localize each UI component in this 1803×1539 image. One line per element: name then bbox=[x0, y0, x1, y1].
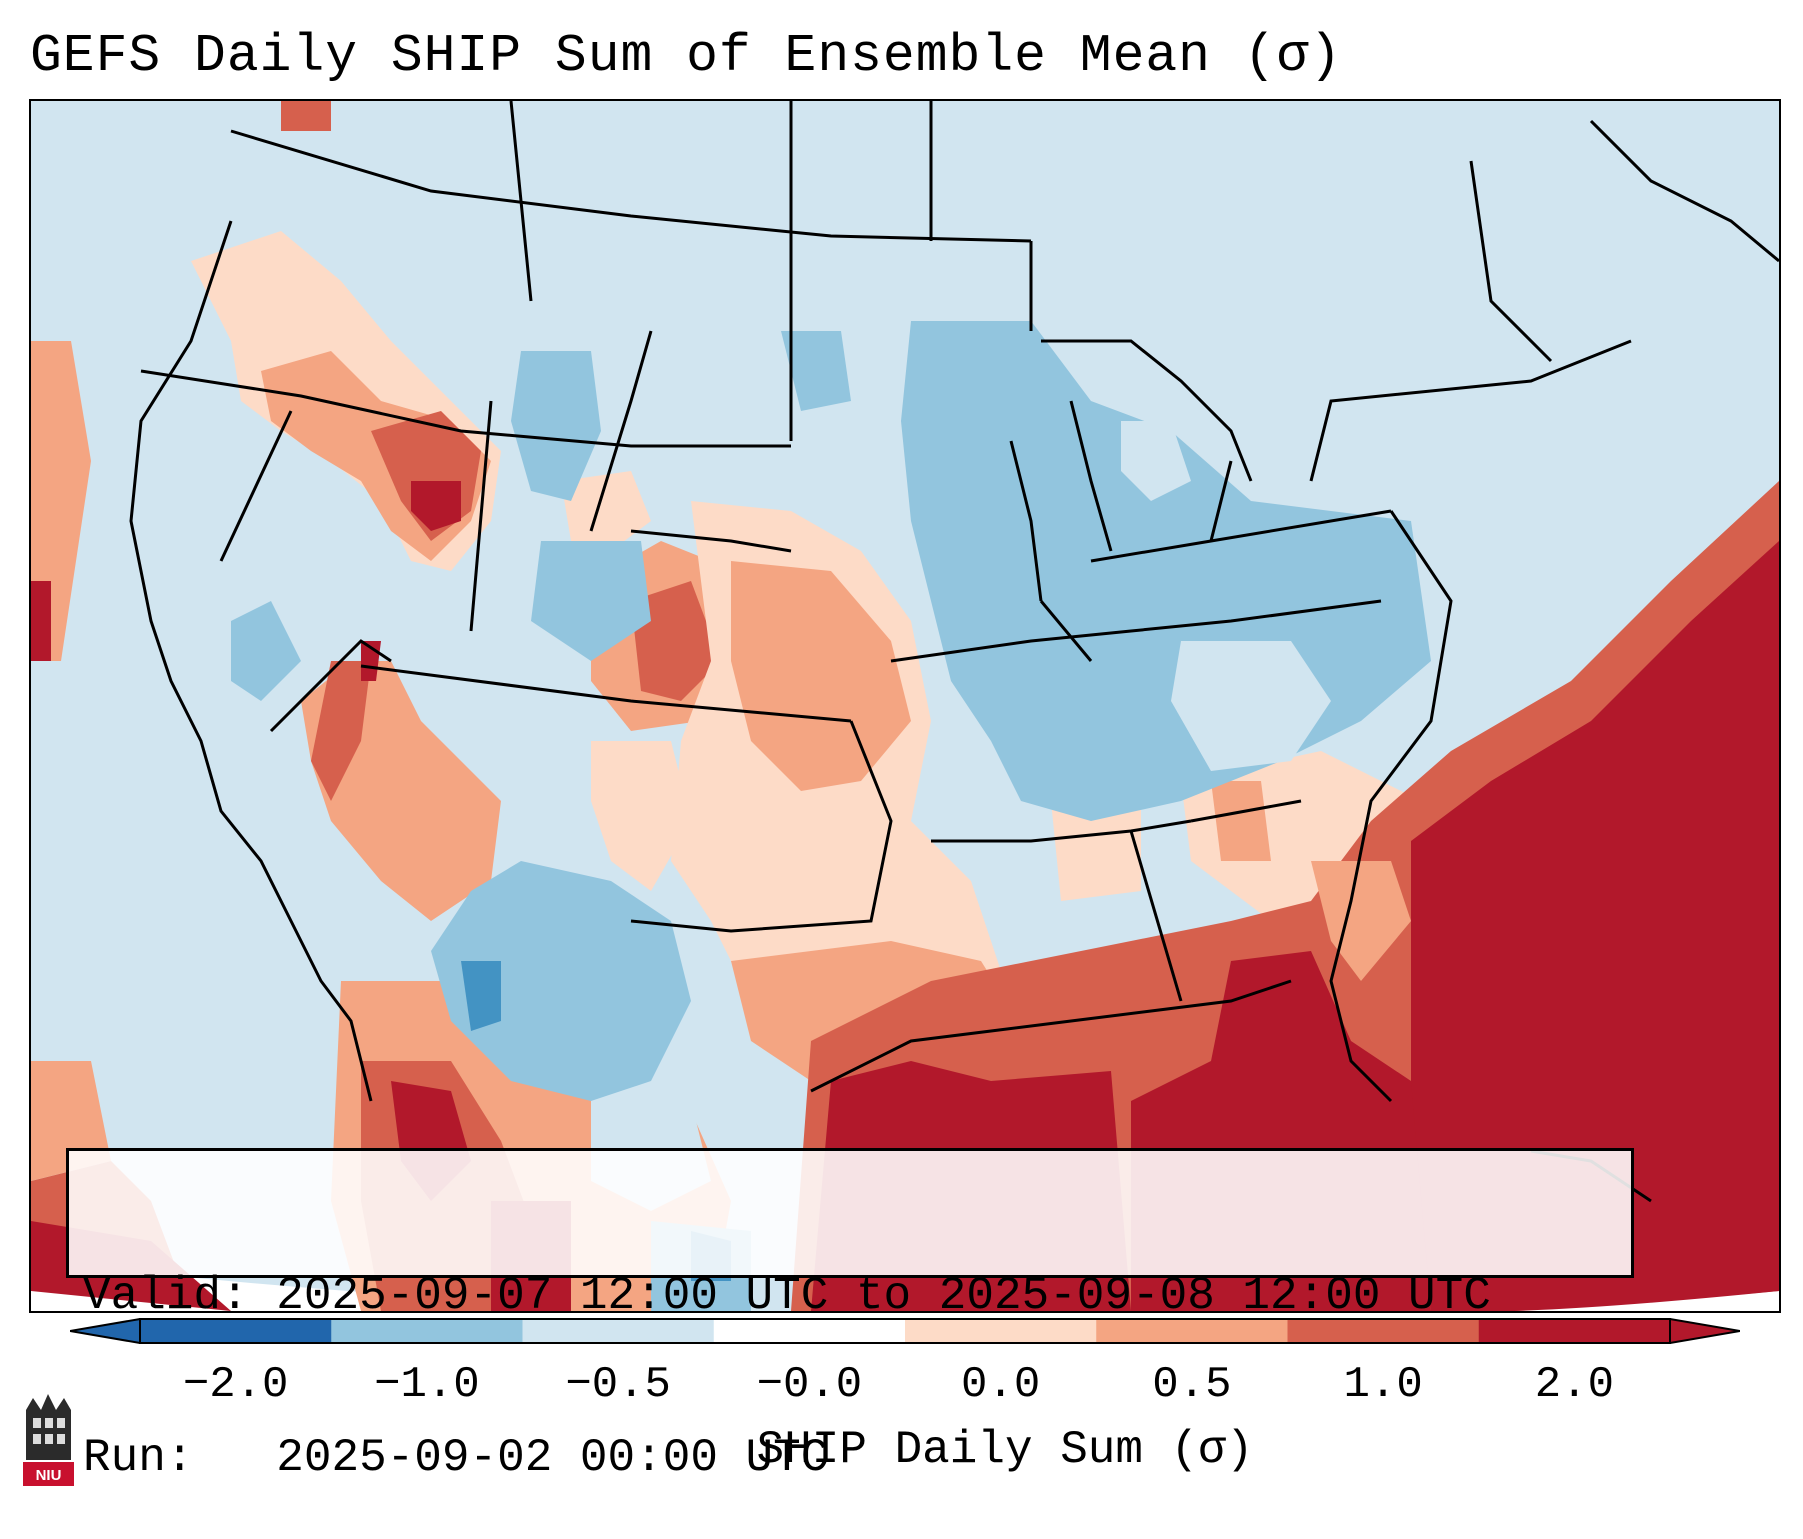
colorbar-tick-label: −0.0 bbox=[756, 1360, 863, 1410]
colorbar-tick-label: −0.5 bbox=[565, 1360, 671, 1410]
colorbar-outline bbox=[139, 1318, 1671, 1344]
anomaly-texas-cool bbox=[431, 861, 691, 1101]
boundaries bbox=[129, 101, 1779, 1203]
niu-logo: NIU bbox=[23, 1394, 74, 1486]
colorbar-segment bbox=[331, 1319, 523, 1343]
colorbar-segment bbox=[522, 1319, 715, 1343]
run-line: Run: 2025-09-02 00:00 UTC bbox=[83, 1431, 1631, 1485]
valid-run-info-box: Valid: 2025-09-07 12:00 UTC to 2025-09-0… bbox=[66, 1148, 1634, 1484]
run-value: 2025-09-02 00:00 UTC bbox=[276, 1432, 829, 1484]
colorbar-tick-label: −1.0 bbox=[374, 1360, 480, 1410]
colorbar-tick-label: 2.0 bbox=[1534, 1360, 1614, 1410]
colorbar-tick-label: 0.5 bbox=[1152, 1360, 1232, 1410]
map-canvas bbox=[31, 101, 1779, 1311]
colorbar-segment bbox=[1287, 1319, 1480, 1343]
colorbar-segment bbox=[140, 1319, 332, 1343]
colorbar-extend-low bbox=[70, 1318, 141, 1344]
chart-title: GEFS Daily SHIP Sum of Ensemble Mean (σ) bbox=[30, 26, 1343, 86]
colorbar-tick-label: 1.0 bbox=[1343, 1360, 1423, 1410]
valid-value: 2025-09-07 12:00 UTC to 2025-09-08 12:00… bbox=[276, 1270, 1491, 1322]
map-panel bbox=[29, 99, 1781, 1313]
valid-label: Valid: bbox=[83, 1270, 249, 1322]
colorbar-tick-label: 0.0 bbox=[961, 1360, 1041, 1410]
colorbar-segment bbox=[1096, 1319, 1288, 1343]
colorbar-tick-label: −2.0 bbox=[182, 1360, 289, 1410]
colorbar-segment bbox=[713, 1319, 906, 1343]
run-label: Run: bbox=[83, 1432, 194, 1484]
colorbar-segment bbox=[1478, 1319, 1671, 1343]
colorbar-extend-high bbox=[1669, 1318, 1740, 1344]
colorbar bbox=[70, 1318, 1740, 1344]
logo-text: NIU bbox=[36, 1467, 62, 1484]
valid-line: Valid: 2025-09-07 12:00 UTC to 2025-09-0… bbox=[83, 1269, 1631, 1323]
colorbar-segment bbox=[905, 1319, 1097, 1343]
colorbar-label: SHIP Daily Sum (σ) bbox=[756, 1424, 1254, 1476]
